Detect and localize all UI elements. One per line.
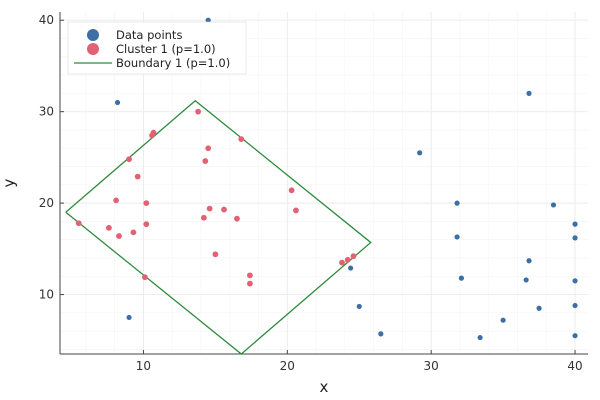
cluster-point xyxy=(221,206,227,213)
data-point xyxy=(572,221,578,227)
x-tick-label: 40 xyxy=(567,359,582,373)
cluster-point xyxy=(134,173,141,180)
cluster-point xyxy=(116,233,122,239)
cluster-point xyxy=(247,272,253,279)
data-point xyxy=(205,17,211,23)
data-point xyxy=(417,150,423,156)
cluster-point xyxy=(130,229,137,236)
axes: 10 20 30 40 10 20 30 40 xyxy=(39,12,588,373)
legend-label-data-points: Data points xyxy=(116,28,182,42)
cluster-point xyxy=(205,145,212,152)
y-tick-label: 20 xyxy=(39,196,54,210)
x-axis-title: x xyxy=(320,378,329,396)
cluster-point xyxy=(202,158,209,164)
cluster-point xyxy=(234,215,240,222)
data-point xyxy=(378,331,384,337)
data-point xyxy=(550,202,557,208)
cluster-point xyxy=(288,187,295,194)
x-tick-label: 30 xyxy=(424,359,439,373)
x-tick-label: 10 xyxy=(136,359,151,373)
cluster-point xyxy=(206,205,213,212)
cluster-point xyxy=(339,259,345,266)
point-series xyxy=(75,17,578,341)
cluster-point xyxy=(126,156,132,163)
data-point xyxy=(477,334,483,341)
y-tick-label: 30 xyxy=(39,105,54,119)
legend-marker-data-points xyxy=(87,29,99,41)
cluster-point xyxy=(143,221,150,228)
legend-marker-cluster xyxy=(87,43,99,55)
data-point xyxy=(454,234,460,240)
cluster-point xyxy=(238,136,245,143)
cluster-point xyxy=(200,214,207,221)
cluster-point xyxy=(141,274,148,281)
data-point xyxy=(536,305,542,311)
y-tick-label: 10 xyxy=(39,288,54,302)
cluster-point xyxy=(293,207,299,214)
cluster-point xyxy=(143,200,150,207)
legend-label-boundary: Boundary 1 (p=1.0) xyxy=(116,56,230,70)
data-point xyxy=(500,317,506,323)
cluster-point xyxy=(113,197,120,204)
cluster-point xyxy=(150,129,157,136)
cluster-point xyxy=(75,220,82,227)
y-tick-label: 40 xyxy=(39,13,54,27)
data-point xyxy=(526,258,532,264)
data-point xyxy=(114,99,121,106)
data-point xyxy=(348,265,354,271)
data-point xyxy=(572,235,578,241)
legend: Data points Cluster 1 (p=1.0) Boundary 1… xyxy=(67,21,247,75)
y-axis-title: y xyxy=(0,178,18,187)
cluster-point xyxy=(106,224,112,231)
data-point xyxy=(526,90,532,96)
cluster-point xyxy=(247,280,253,287)
data-point xyxy=(572,333,578,339)
cluster-point xyxy=(350,253,357,260)
data-point xyxy=(572,278,578,284)
data-point xyxy=(458,275,464,281)
data-point xyxy=(454,200,460,206)
cluster-point xyxy=(344,256,351,263)
x-tick-label: 20 xyxy=(280,359,295,373)
legend-label-cluster: Cluster 1 (p=1.0) xyxy=(116,42,216,56)
data-point xyxy=(126,314,132,321)
data-point xyxy=(523,277,529,283)
data-point xyxy=(572,302,578,309)
cluster-point xyxy=(195,108,202,115)
data-point xyxy=(356,303,362,310)
cluster-point xyxy=(212,251,219,258)
